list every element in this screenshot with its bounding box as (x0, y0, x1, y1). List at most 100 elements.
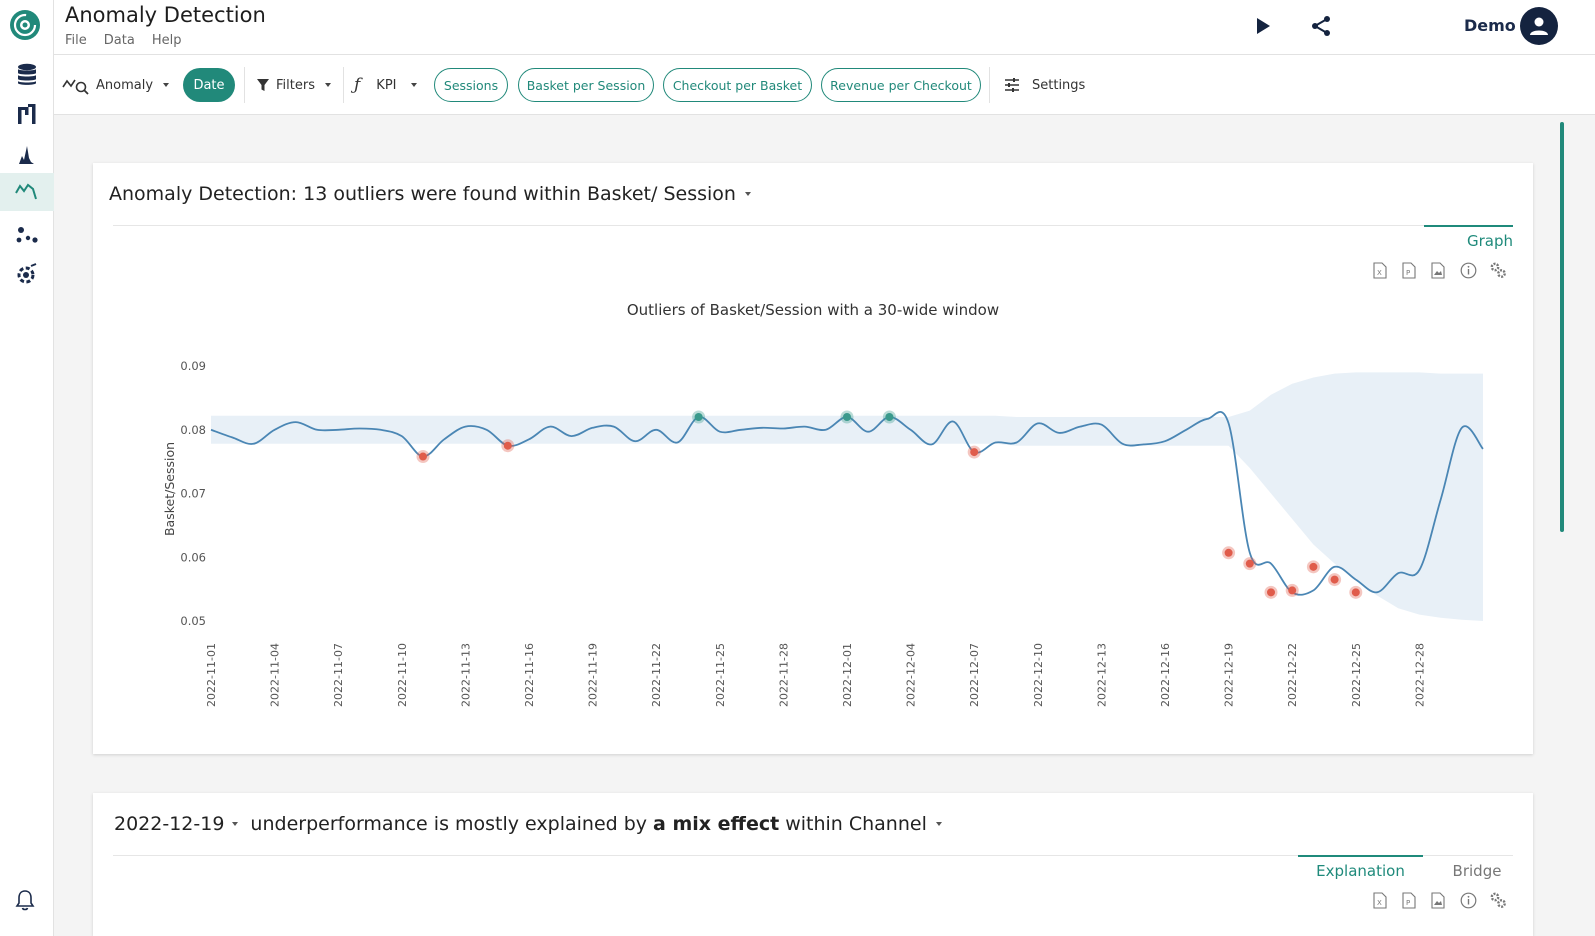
powerpoint-icon[interactable]: P (1400, 891, 1418, 909)
mode-label: Anomaly (96, 77, 154, 93)
filters-label: Filters (276, 77, 315, 93)
play-icon[interactable] (1251, 14, 1275, 38)
menu-data[interactable]: Data (103, 33, 135, 48)
x-tick-label: 2022-12-01 (841, 643, 854, 707)
outlier-low-point (970, 448, 979, 457)
x-tick-label: 2022-11-22 (650, 643, 663, 707)
svg-text:P: P (1406, 899, 1410, 907)
y-tick-label: 0.08 (180, 423, 206, 437)
x-tick-label: 2022-12-10 (1032, 643, 1045, 707)
outlier-high-point (843, 413, 851, 421)
chevron-down-icon[interactable] (232, 822, 239, 826)
chip-revenue-per-checkout[interactable]: Revenue per Checkout (821, 68, 981, 102)
kpi-label: KPI (376, 77, 397, 93)
chip-basket-per-session[interactable]: Basket per Session (518, 68, 654, 102)
chip-sessions[interactable]: Sessions (434, 68, 508, 102)
settings-label: Settings (1032, 77, 1086, 93)
x-tick-label: 2022-12-28 (1413, 643, 1426, 707)
y-tick-label: 0.07 (180, 487, 206, 501)
x-tick-label: 2022-11-13 (459, 643, 472, 707)
image-icon[interactable] (1429, 261, 1447, 279)
outlier-low-point (1267, 588, 1275, 597)
app-header: Anomaly Detection File Data Help Demo (54, 0, 1595, 55)
kpi-dropdown[interactable]: ƒ KPI (354, 55, 417, 115)
chevron-down-icon[interactable] (935, 822, 942, 826)
x-tick-label: 2022-11-04 (269, 643, 282, 707)
svg-text:X: X (1377, 899, 1382, 907)
outlier-low-point (1309, 562, 1318, 571)
excel-icon[interactable]: X (1371, 891, 1389, 909)
app-logo[interactable] (8, 8, 42, 42)
menu-bar: File Data Help (65, 33, 181, 48)
x-tick-label: 2022-12-19 (1223, 643, 1236, 707)
outlier-low-point (503, 441, 512, 450)
settings-button[interactable]: Settings (1004, 55, 1085, 115)
explanation-card: 2022-12-19 underperformance is mostly ex… (93, 793, 1533, 936)
info-icon[interactable] (1459, 261, 1477, 279)
anomaly-summary: Anomaly Detection: 13 outliers were foun… (109, 183, 736, 205)
mode-dropdown[interactable]: Anomaly (62, 55, 170, 115)
x-tick-label: 2022-11-01 (205, 643, 218, 707)
outlier-low-point (1288, 586, 1297, 595)
anomaly-card-title[interactable]: Anomaly Detection: 13 outliers were foun… (109, 183, 751, 205)
explanation-title: 2022-12-19 underperformance is mostly ex… (114, 813, 942, 835)
scatter-icon[interactable] (0, 216, 54, 254)
y-tick-label: 0.09 (180, 359, 206, 373)
page-title: Anomaly Detection (65, 3, 266, 27)
excel-icon[interactable]: X (1371, 261, 1389, 279)
x-tick-label: 2022-12-04 (905, 643, 918, 707)
chevron-down-icon (324, 83, 331, 87)
x-tick-label: 2022-11-07 (332, 643, 345, 707)
powerpoint-icon[interactable]: P (1400, 261, 1418, 279)
info-icon[interactable] (1459, 891, 1477, 909)
bridge-chart-icon[interactable] (0, 95, 54, 133)
outlier-high-point (885, 413, 894, 421)
user-name[interactable]: Demo (1464, 16, 1516, 35)
tab-graph[interactable]: Graph (1466, 232, 1513, 250)
anomaly-chart: 0.05 0.06 0.07 0.08 0.09 2022-11-01 2022-11-04… (162, 359, 1484, 707)
sidebar (0, 0, 54, 936)
chart-title: Outliers of Basket/Session with a 30-wid… (626, 301, 1000, 319)
gears-icon[interactable] (1489, 891, 1507, 909)
x-tick-label: 2022-12-22 (1286, 643, 1299, 707)
tab-explanation[interactable]: Explanation (1316, 862, 1405, 880)
database-icon[interactable] (0, 56, 54, 94)
filter-icon (257, 79, 269, 91)
y-tick-label: 0.06 (180, 550, 206, 564)
x-tick-label: 2022-11-28 (777, 643, 790, 707)
anomaly-icon[interactable] (0, 173, 54, 211)
tab-active-indicator (1298, 855, 1423, 857)
outlier-low-point (1351, 588, 1360, 597)
divider (244, 67, 245, 103)
distribution-icon[interactable] (0, 135, 54, 173)
outlier-low-point (419, 452, 427, 461)
tab-bridge[interactable]: Bridge (1452, 862, 1502, 880)
scrollbar[interactable] (1560, 122, 1564, 532)
avatar[interactable] (1520, 7, 1558, 45)
gears-icon[interactable] (1489, 261, 1507, 279)
y-tick-label: 0.05 (180, 614, 206, 628)
x-tick-label: 2022-12-13 (1095, 643, 1108, 707)
menu-file[interactable]: File (65, 33, 87, 48)
bell-icon[interactable] (14, 888, 38, 912)
x-tick-label: 2022-11-19 (587, 643, 600, 707)
x-tick-label: 2022-12-25 (1350, 643, 1363, 707)
gear-search-icon[interactable] (0, 255, 54, 293)
share-icon[interactable] (1309, 14, 1333, 38)
image-icon[interactable] (1429, 891, 1447, 909)
anomaly-search-icon (62, 79, 89, 95)
date-button[interactable]: Date (183, 68, 235, 102)
chevron-down-icon (163, 83, 170, 87)
chevron-down-icon (410, 83, 417, 87)
explanation-date[interactable]: 2022-12-19 (114, 813, 225, 835)
function-icon: ƒ (354, 75, 361, 95)
chip-checkout-per-basket[interactable]: Checkout per Basket (663, 68, 812, 102)
tab-active-indicator (1424, 225, 1513, 227)
filters-dropdown[interactable]: Filters (256, 55, 331, 115)
x-tick-label: 2022-11-16 (523, 643, 536, 707)
y-axis-label: Basket/Session (162, 442, 177, 536)
anomaly-card: Anomaly Detection: 13 outliers were foun… (93, 163, 1533, 754)
menu-help[interactable]: Help (151, 33, 182, 48)
svg-text:P: P (1406, 269, 1410, 277)
x-tick-label: 2022-11-25 (714, 643, 727, 707)
